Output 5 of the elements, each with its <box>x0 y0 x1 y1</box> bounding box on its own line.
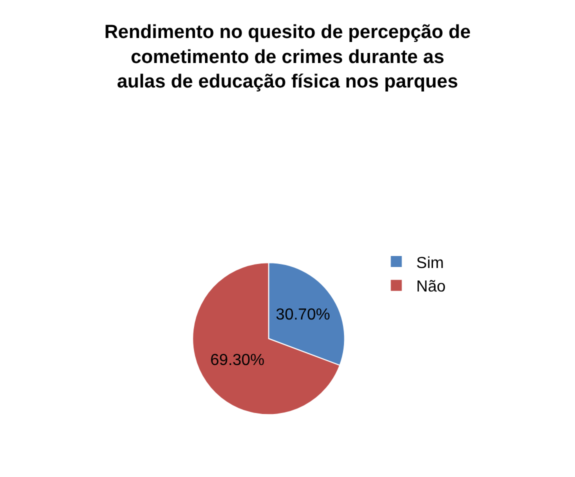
chart-title: Rendimento no quesito de percepção de cometimento de crimes durante as aulas de educação física nos parques <box>104 22 471 93</box>
data-label: 69.30% <box>210 352 265 369</box>
legend-label: Sim <box>416 254 444 272</box>
legend-label: Não <box>416 278 446 296</box>
data-label: 30.70% <box>276 306 330 324</box>
